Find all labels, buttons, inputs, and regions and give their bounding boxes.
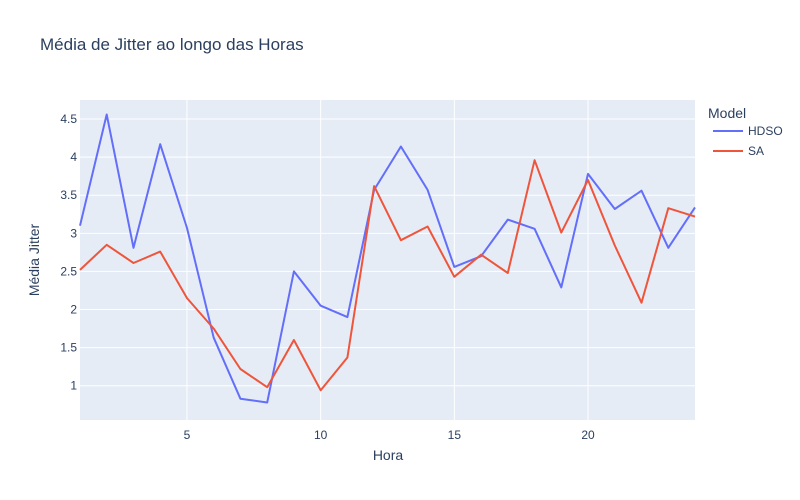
x-tick-label: 10 <box>314 428 328 442</box>
y-axis-label: Média Jitter <box>26 223 42 296</box>
legend: Model HDSO SA <box>708 105 783 158</box>
series-lines <box>79 113 696 404</box>
y-tick-label: 3.5 <box>60 188 77 202</box>
y-tick-label: 1.5 <box>60 341 77 355</box>
plot-area[interactable] <box>80 100 695 420</box>
legend-item-sa[interactable]: SA <box>748 144 764 158</box>
legend-title: Model <box>708 105 746 121</box>
y-tick-label: 2 <box>70 303 77 317</box>
series-line-sa[interactable] <box>79 159 696 392</box>
x-axis-ticks: 5 10 15 20 <box>184 428 595 442</box>
y-tick-label: 4.5 <box>60 112 77 126</box>
x-tick-label: 15 <box>448 428 462 442</box>
y-tick-label: 4 <box>70 150 77 164</box>
grid <box>80 100 695 420</box>
legend-item-hdso[interactable]: HDSO <box>748 124 783 138</box>
x-tick-label: 5 <box>184 428 191 442</box>
y-tick-label: 2.5 <box>60 264 77 278</box>
y-tick-label: 3 <box>70 226 77 240</box>
chart-title: Média de Jitter ao longo das Horas <box>40 35 304 54</box>
x-tick-label: 20 <box>581 428 595 442</box>
x-axis-label: Hora <box>373 447 404 463</box>
series-line-hdso[interactable] <box>79 113 696 404</box>
y-tick-label: 1 <box>70 379 77 393</box>
y-axis-ticks: 1 1.5 2 2.5 3 3.5 4 4.5 <box>60 112 77 393</box>
